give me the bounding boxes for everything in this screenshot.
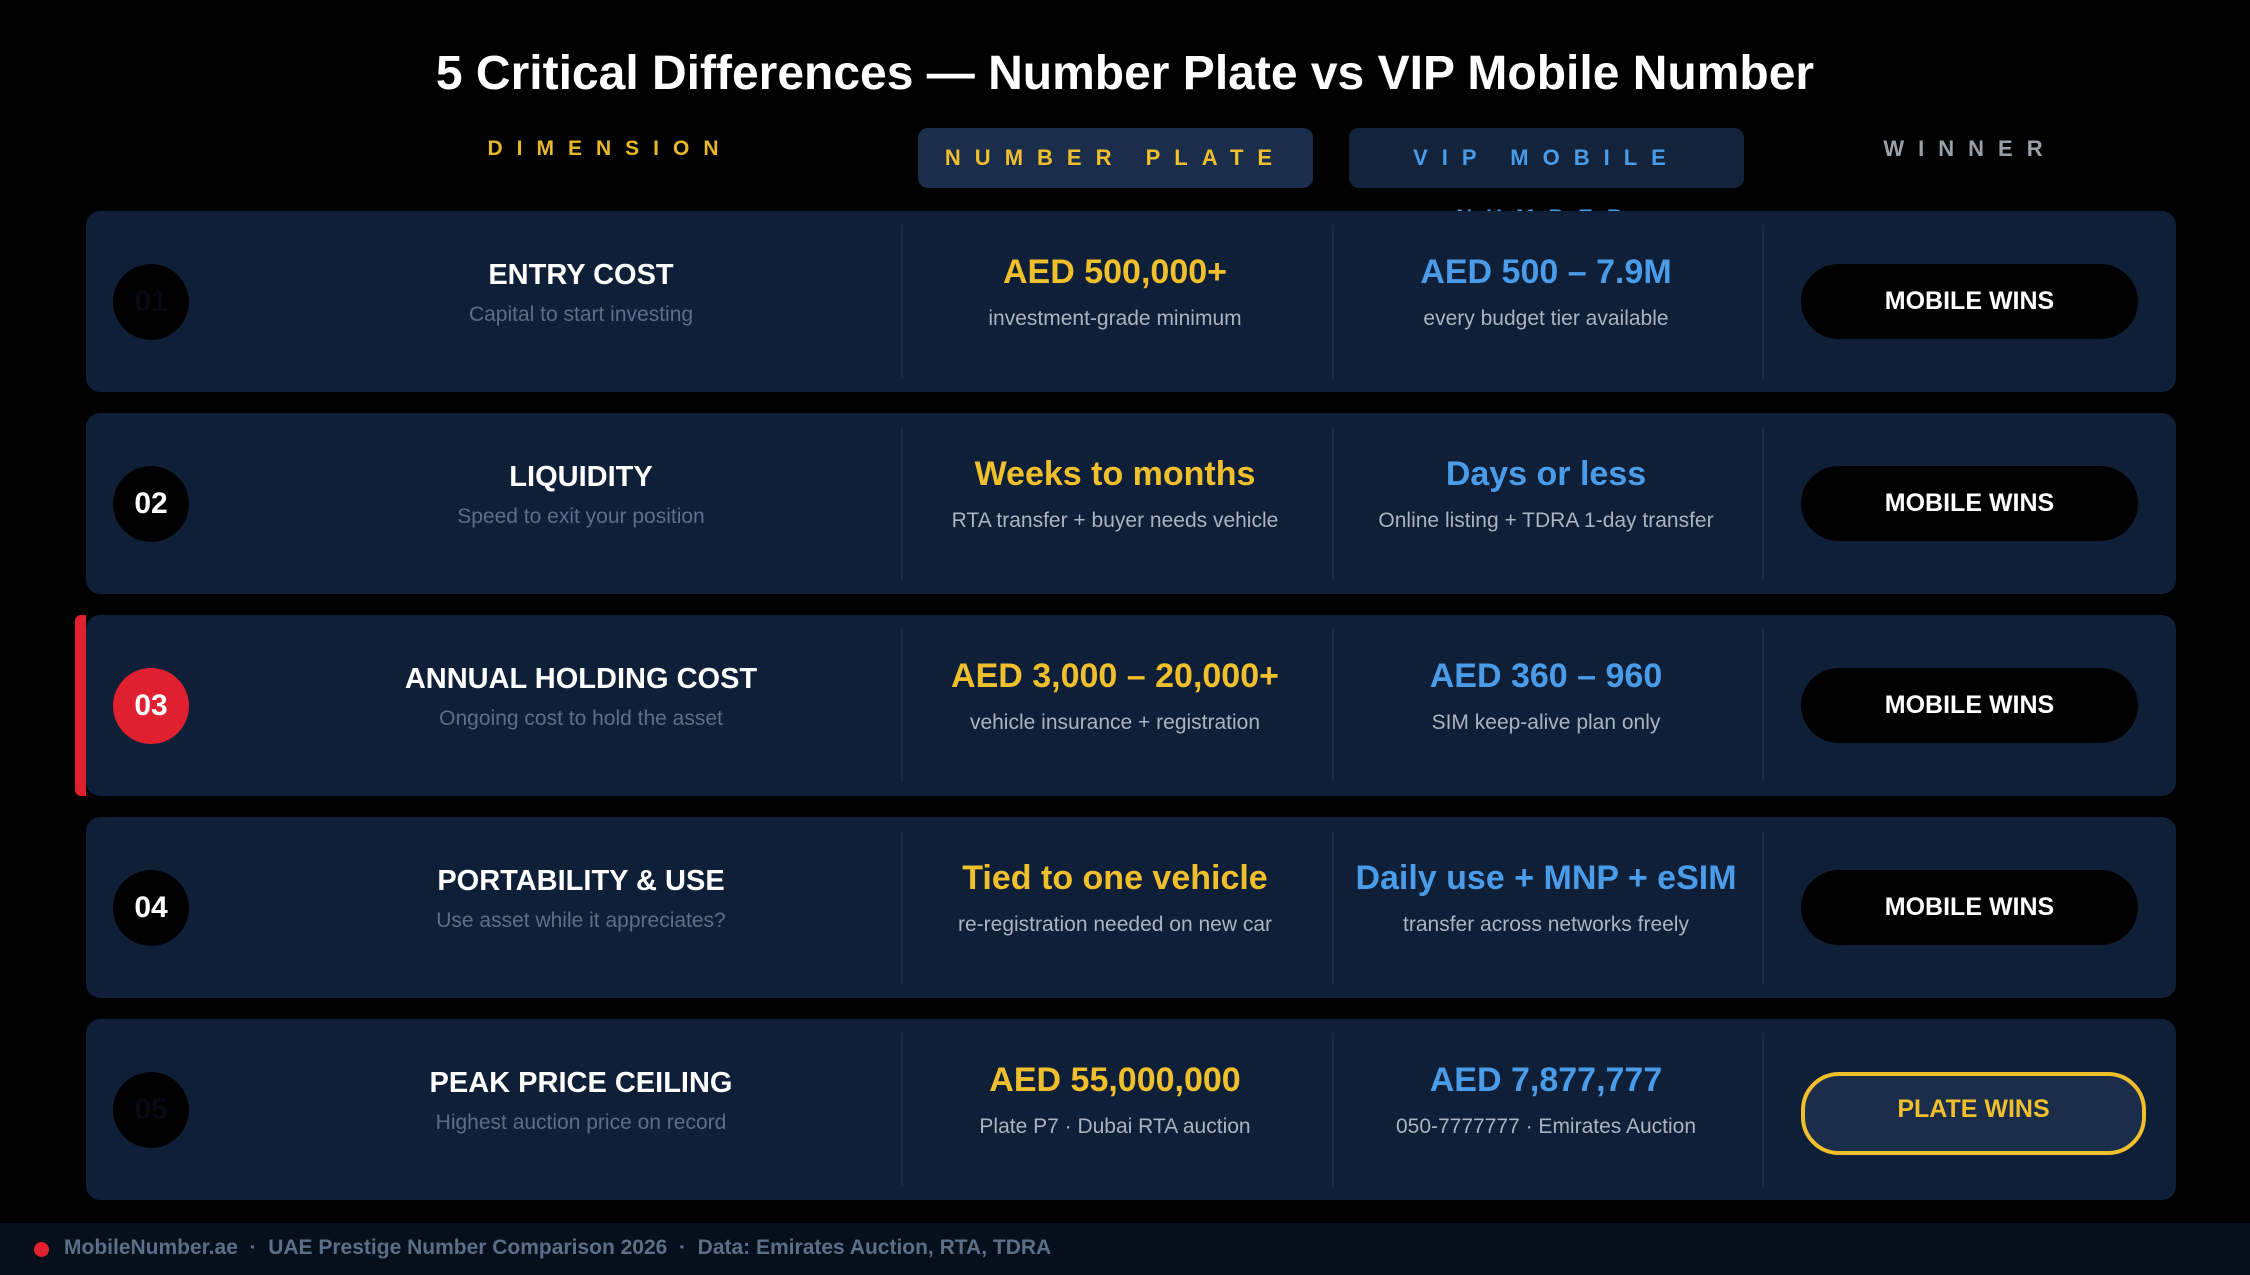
dimension: ANNUAL HOLDING COST bbox=[404, 663, 758, 695]
comparison-row: 05 PEAK PRICE CEILING Highest auction pric… bbox=[86, 1019, 2176, 1200]
header-plate: NUMBER PLATE bbox=[918, 128, 1313, 188]
plate-value: Tied to one vehicle bbox=[962, 859, 1268, 897]
divider bbox=[1762, 225, 1764, 378]
row-number: 01 bbox=[113, 264, 189, 340]
dimension: PEAK PRICE CEILING bbox=[429, 1067, 733, 1099]
mobile-value: Daily use + MNP + eSIM bbox=[1355, 859, 1737, 897]
plate-value: AED 500,000+ bbox=[1003, 253, 1227, 291]
divider bbox=[901, 831, 903, 984]
comparison-row: 02 LIQUIDITY Speed to exit your position We… bbox=[86, 413, 2176, 594]
comparison-row: 01 ENTRY COST Capital to start investing AE… bbox=[86, 211, 2176, 392]
header-mobile: VIP MOBILE NUMBER bbox=[1349, 128, 1744, 230]
plate-value: AED 55,000,000 bbox=[989, 1061, 1241, 1099]
comparison-row: 04 PORTABILITY & USE Use asset while it ap… bbox=[86, 817, 2176, 998]
dimension: ENTRY COST bbox=[488, 259, 674, 291]
title: 5 Critical Differences — Number Plate vs… bbox=[435, 47, 1815, 100]
plate-note: vehicle insurance + registration bbox=[969, 711, 1261, 734]
divider bbox=[1762, 427, 1764, 580]
mobile-note: every budget tier available bbox=[1423, 307, 1669, 330]
divider bbox=[901, 1033, 903, 1186]
winner-badge: MOBILE WINS bbox=[1801, 668, 2138, 743]
winner-badge: PLATE WINS bbox=[1801, 1072, 2146, 1155]
dimension-subtitle: Ongoing cost to hold the asset bbox=[439, 707, 723, 730]
row-number: 03 bbox=[113, 668, 189, 744]
divider bbox=[1332, 1033, 1334, 1186]
dimension: LIQUIDITY bbox=[509, 461, 653, 493]
divider bbox=[1762, 1033, 1764, 1186]
mobile-note: transfer across networks freely bbox=[1403, 913, 1689, 936]
divider bbox=[901, 225, 903, 378]
footer: MobileNumber.ae · UAE Prestige Number Co… bbox=[0, 1223, 2250, 1275]
dimension: PORTABILITY & USE bbox=[437, 865, 725, 897]
mobile-value: AED 7,877,777 bbox=[1429, 1061, 1663, 1099]
mobile-note: 050-7777777 · Emirates Auction bbox=[1395, 1115, 1697, 1138]
divider bbox=[1762, 629, 1764, 782]
mobile-note: SIM keep-alive plan only bbox=[1431, 711, 1661, 734]
winner-badge: MOBILE WINS bbox=[1801, 264, 2138, 339]
divider bbox=[1332, 225, 1334, 378]
divider bbox=[1332, 427, 1334, 580]
divider bbox=[1332, 831, 1334, 984]
plate-note: Plate P7 · Dubai RTA auction bbox=[979, 1115, 1251, 1138]
header-winner: WINNER bbox=[1883, 136, 2057, 161]
row-number: 05 bbox=[113, 1072, 189, 1148]
plate-note: re-registration needed on new car bbox=[957, 913, 1272, 936]
dimension-subtitle: Capital to start investing bbox=[468, 303, 694, 326]
plate-note: RTA transfer + buyer needs vehicle bbox=[951, 509, 1279, 532]
mobile-value: AED 500 – 7.9M bbox=[1420, 253, 1672, 291]
winner-badge: MOBILE WINS bbox=[1801, 466, 2138, 541]
divider bbox=[901, 629, 903, 782]
dimension-subtitle: Use asset while it appreciates? bbox=[436, 909, 726, 932]
dimension-subtitle: Highest auction price on record bbox=[435, 1111, 727, 1134]
divider bbox=[1762, 831, 1764, 984]
plate-note: investment-grade minimum bbox=[988, 307, 1242, 330]
footer-dot bbox=[34, 1242, 49, 1257]
plate-value: Weeks to months bbox=[974, 455, 1256, 493]
plate-value: AED 3,000 – 20,000+ bbox=[951, 657, 1279, 695]
dimension-subtitle: Speed to exit your position bbox=[457, 505, 705, 528]
divider bbox=[901, 427, 903, 580]
mobile-note: Online listing + TDRA 1-day transfer bbox=[1378, 509, 1714, 532]
comparison-row: 03 ANNUAL HOLDING COST Ongoing cost to hol… bbox=[75, 615, 2176, 796]
footer-text: MobileNumber.ae · UAE Prestige Number Co… bbox=[64, 1236, 1052, 1259]
mobile-value: AED 360 – 960 bbox=[1429, 657, 1663, 695]
winner-badge: MOBILE WINS bbox=[1801, 870, 2138, 945]
header-dimension: DIMENSION bbox=[487, 137, 733, 160]
row-number: 02 bbox=[113, 466, 189, 542]
divider bbox=[1332, 629, 1334, 782]
mobile-value: Days or less bbox=[1445, 455, 1647, 493]
row-number: 04 bbox=[113, 870, 189, 946]
